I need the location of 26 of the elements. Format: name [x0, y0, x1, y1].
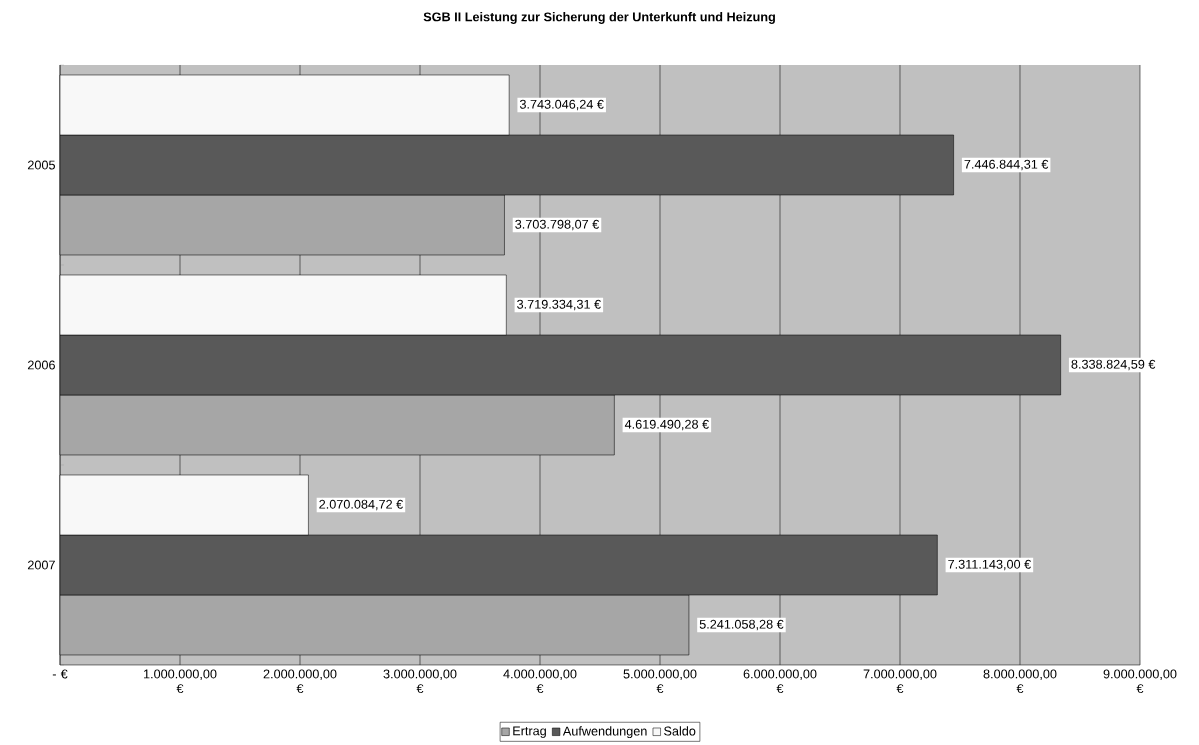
x-tick-label: 5.000.000,00 € — [623, 669, 697, 694]
data-label: 3.743.046,24 € — [519, 99, 604, 111]
x-tick-label: 8.000.000,00 € — [983, 669, 1057, 694]
x-tick-label: 3.000.000,00 € — [383, 669, 457, 694]
x-tick-label: 9.000.000,00 € — [1103, 669, 1177, 694]
data-label: 3.719.334,31 € — [517, 299, 601, 311]
x-tick-label: - € — [52, 669, 68, 679]
x-tick-label: 4.000.000,00 € — [503, 669, 577, 694]
data-label: 3.703.798,07 € — [515, 219, 600, 231]
y-tick-label: 2007 — [27, 560, 55, 570]
x-tick-label: 6.000.000,00 € — [743, 669, 817, 694]
legend-label: Saldo — [664, 726, 696, 736]
data-label: 7.311.143,00 € — [948, 559, 1031, 571]
data-label: 4.619.490,28 € — [624, 419, 709, 431]
x-tick-label: 1.000.000,00 € — [143, 669, 217, 694]
legend-label: Ertrag — [513, 726, 546, 738]
data-label: 8.338.824,59 € — [1071, 359, 1156, 371]
data-label: 7.446.844,31 € — [964, 159, 1049, 171]
y-tick-label: 2005 — [27, 160, 55, 170]
x-tick-label: 2.000.000,00 € — [263, 669, 337, 694]
data-label: 2.070.084,72 € — [319, 499, 403, 511]
x-tick-label: 7.000.000,00 € — [863, 669, 937, 694]
y-tick-label: 2006 — [27, 360, 55, 370]
chart-title: SGB II Leistung zur Sicherung der Unterkunft und Heizung — [423, 12, 775, 24]
data-label: 5.241.058,28 € — [699, 619, 784, 631]
legend-label: Aufwendungen — [562, 726, 647, 739]
